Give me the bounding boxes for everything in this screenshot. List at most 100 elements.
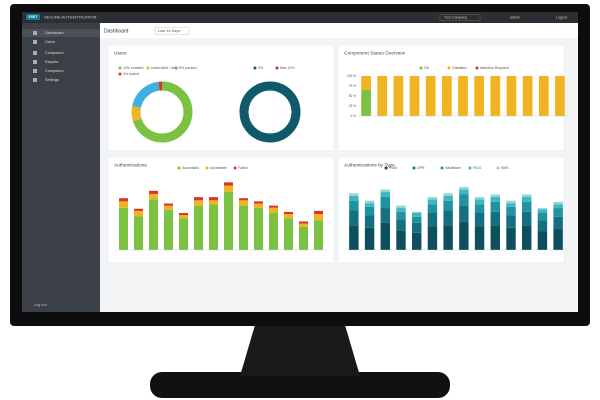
bar-segment bbox=[349, 193, 359, 196]
bar-segment bbox=[443, 200, 453, 211]
bar-segment bbox=[134, 216, 143, 250]
bar-segment bbox=[427, 204, 438, 213]
bar-segment bbox=[412, 216, 422, 223]
bar-segment bbox=[553, 208, 563, 217]
bar-segment bbox=[490, 225, 500, 250]
product: SECURE AUTHENTICATION bbox=[44, 15, 96, 20]
bar-segment bbox=[364, 203, 375, 207]
bar-segment bbox=[522, 211, 532, 226]
bar-segment bbox=[164, 203, 173, 206]
bar-segment bbox=[490, 201, 500, 212]
bar-segment bbox=[506, 206, 516, 216]
brand-box bbox=[26, 14, 40, 20]
bar-segment bbox=[490, 211, 500, 226]
panel-title: Component Status Overview bbox=[344, 50, 406, 56]
nav-item[interactable]: Reports bbox=[45, 60, 58, 64]
company[interactable]: Your Company bbox=[444, 15, 467, 19]
bar-segment bbox=[506, 227, 516, 250]
legend-swatch bbox=[440, 166, 444, 170]
nav-item[interactable]: Users bbox=[45, 40, 55, 44]
panel bbox=[107, 156, 335, 264]
bar-segment bbox=[442, 76, 452, 116]
bar-segment bbox=[459, 221, 469, 250]
bar-segment bbox=[537, 231, 548, 250]
bar-segment bbox=[380, 208, 390, 223]
panel-title: Authentications by Type bbox=[344, 162, 395, 168]
bar-segment bbox=[361, 76, 371, 90]
bar-segment bbox=[412, 211, 422, 213]
bar-segment bbox=[427, 196, 438, 200]
bar-segment bbox=[443, 210, 453, 226]
range-select[interactable] bbox=[154, 27, 190, 35]
bar-segment bbox=[380, 192, 390, 197]
bar-segment bbox=[164, 209, 173, 250]
nav-item[interactable]: Settings bbox=[45, 78, 59, 82]
bar-segment bbox=[239, 198, 248, 201]
legend-label: Failed bbox=[238, 166, 248, 170]
y-tick-label: 50 % bbox=[349, 94, 356, 98]
bar-segment bbox=[179, 215, 188, 219]
bar-segment bbox=[443, 193, 453, 196]
bar-segment bbox=[164, 205, 173, 210]
legend-label: 12% enabled bbox=[123, 66, 143, 70]
bar-segment bbox=[119, 198, 128, 202]
top-bar bbox=[22, 12, 578, 23]
bar-segment bbox=[209, 204, 218, 250]
user[interactable]: admin bbox=[510, 15, 520, 19]
bar-segment bbox=[349, 200, 359, 211]
bar-segment bbox=[522, 194, 532, 197]
legend-label: 5% paused bbox=[179, 66, 197, 70]
bar-segment bbox=[284, 211, 293, 215]
bar-segment bbox=[474, 76, 484, 116]
bar-segment bbox=[506, 76, 517, 116]
legend-swatch bbox=[412, 166, 416, 170]
legend-swatch bbox=[496, 166, 500, 170]
bar-segment bbox=[412, 222, 422, 233]
company-select[interactable] bbox=[439, 14, 481, 21]
legend-label: FIDO bbox=[473, 166, 482, 170]
nav-icon bbox=[33, 69, 37, 73]
bar-segment bbox=[537, 220, 548, 232]
nav-icon bbox=[33, 60, 37, 64]
bar-segment bbox=[224, 191, 233, 250]
bar-segment bbox=[459, 189, 469, 195]
sidebar-footer[interactable]: Log out bbox=[34, 303, 48, 307]
bar-segment bbox=[396, 230, 406, 250]
legend-swatch bbox=[146, 66, 150, 70]
bar-segment bbox=[314, 210, 323, 215]
y-tick-label: 100 % bbox=[347, 74, 356, 78]
panel-title: Users bbox=[114, 50, 127, 56]
legend-swatch bbox=[118, 72, 122, 76]
legend-swatch bbox=[253, 66, 257, 70]
donut-segment bbox=[239, 81, 301, 143]
legend-swatch bbox=[174, 66, 178, 70]
bar-segment bbox=[393, 76, 404, 116]
logout[interactable]: Logout bbox=[556, 15, 567, 19]
legend-swatch bbox=[447, 66, 451, 70]
bar-segment bbox=[149, 190, 158, 194]
bar-segment bbox=[269, 213, 278, 250]
bar-segment bbox=[269, 205, 278, 208]
y-tick-label: 25 % bbox=[349, 104, 356, 108]
bar-segment bbox=[396, 205, 406, 209]
bar-segment bbox=[474, 213, 485, 227]
nav-item[interactable]: Computers bbox=[45, 51, 64, 55]
legend-swatch bbox=[475, 66, 479, 70]
bar-segment bbox=[459, 187, 469, 190]
bar-segment bbox=[412, 213, 422, 217]
legend-swatch bbox=[177, 166, 181, 170]
range[interactable]: Last 14 Days bbox=[158, 29, 180, 33]
y-tick-label: 75 % bbox=[349, 84, 356, 88]
bar-segment bbox=[459, 194, 469, 206]
legend-label: Attention Required bbox=[480, 66, 509, 70]
bar-segment bbox=[506, 200, 516, 204]
nav-item[interactable]: Dashboard bbox=[45, 31, 64, 35]
legend-label: Accessible bbox=[210, 166, 227, 170]
bar-segment bbox=[284, 214, 293, 219]
bar-segment bbox=[194, 200, 203, 206]
bar-segment bbox=[537, 213, 548, 221]
bar-segment bbox=[537, 208, 548, 210]
bar-segment bbox=[380, 222, 390, 250]
nav-item[interactable]: Computers bbox=[45, 69, 64, 73]
